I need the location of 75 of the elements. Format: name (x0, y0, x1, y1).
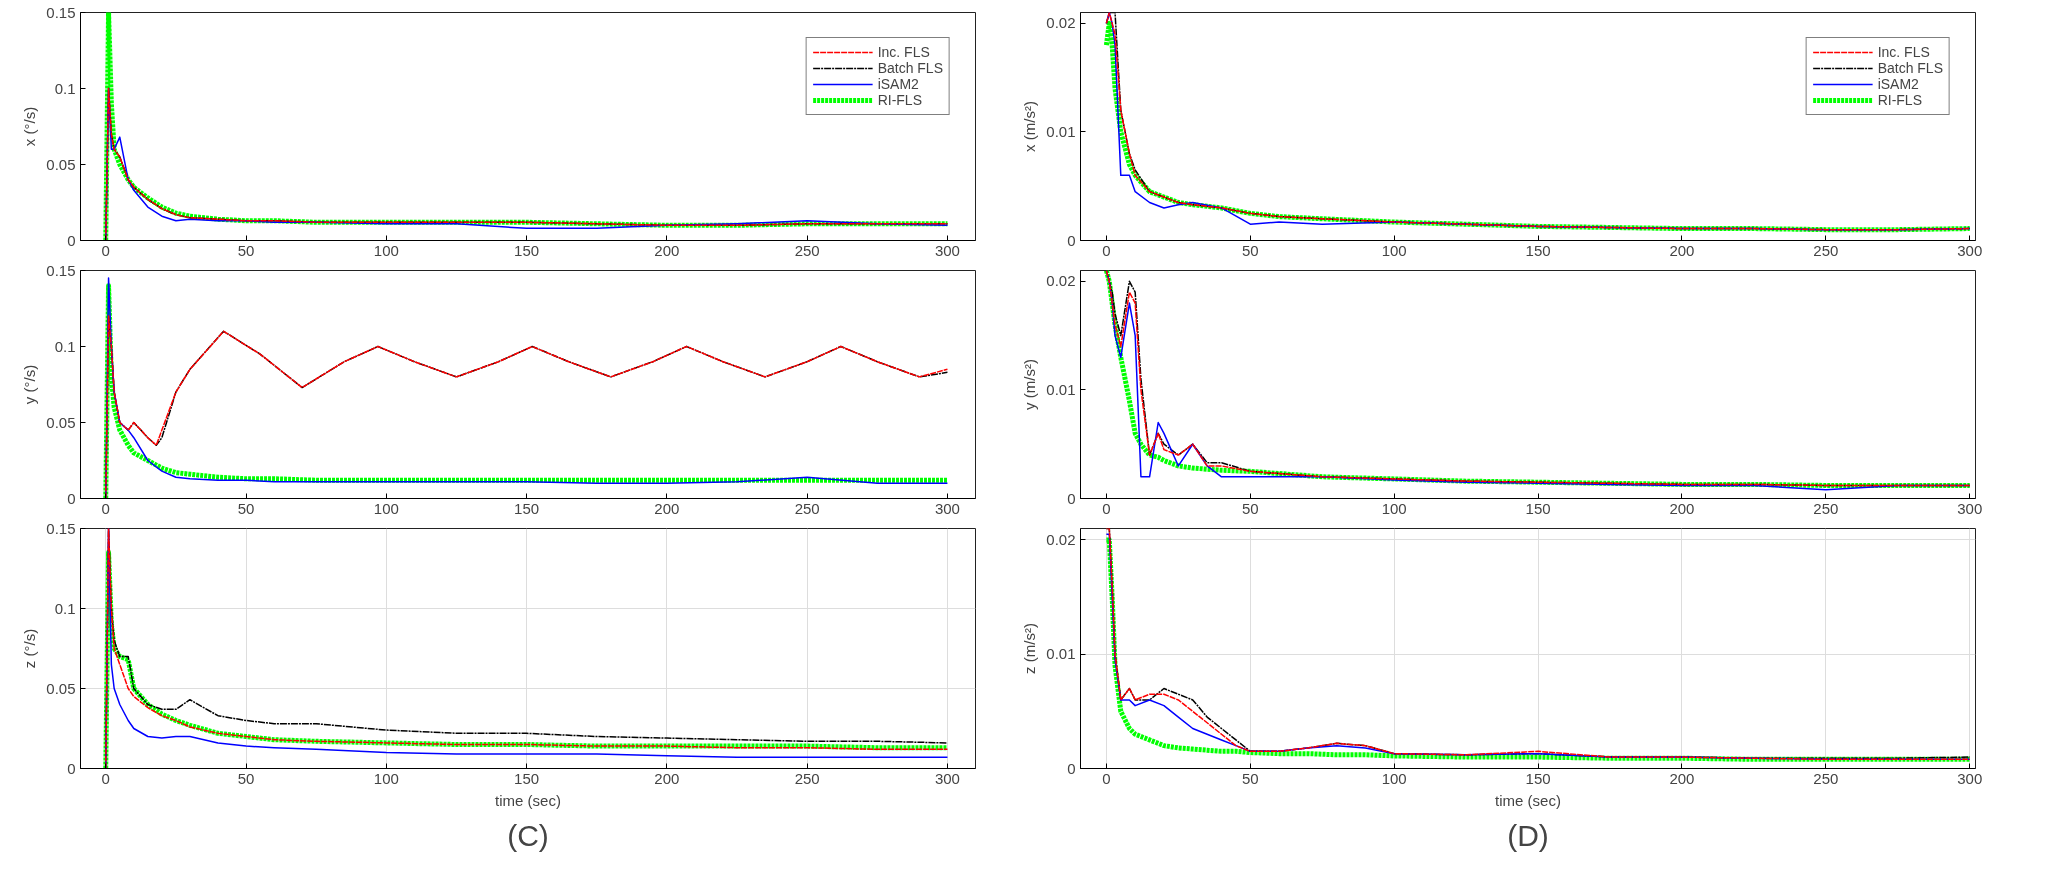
y-tick-label: 0.15 (46, 519, 76, 537)
legend-label: iSAM2 (1877, 76, 1919, 92)
y-tick-label: 0.02 (1046, 14, 1076, 32)
x-tick-label: 200 (654, 769, 680, 787)
x-tick-label: 100 (1381, 499, 1407, 517)
y-tick-label: 0.1 (54, 599, 76, 617)
text: (C) (507, 818, 549, 852)
x-tick-label: 250 (1813, 499, 1839, 517)
legend-label: Batch FLS (877, 60, 943, 76)
x-tick-label: 100 (373, 499, 399, 517)
x-tick-label: 250 (794, 499, 820, 517)
y-axis-title: z (m/s²) (1021, 623, 1039, 674)
y-tick-label: 0.05 (46, 155, 76, 173)
legend-label: Inc. FLS (1877, 44, 1930, 60)
x-tick-label: 0 (101, 769, 110, 787)
x-tick-label: 150 (1525, 241, 1551, 259)
text: (D) (1507, 818, 1549, 852)
y-axis-title: z (°/s) (21, 628, 39, 669)
x-tick-label: 50 (237, 499, 255, 517)
x-tick-label: 250 (794, 769, 820, 787)
x-tick-label: 50 (1241, 769, 1259, 787)
x-tick-label: 150 (1525, 769, 1551, 787)
x-axis-title: time (sec) (495, 791, 561, 809)
x-tick-label: 300 (934, 241, 960, 259)
x-tick-label: 200 (1669, 769, 1695, 787)
x-tick-label: 150 (514, 769, 540, 787)
x-axis-title: time (sec) (1495, 791, 1561, 809)
x-tick-label: 200 (1669, 499, 1695, 517)
x-tick-label: 0 (101, 499, 110, 517)
y-tick-label: 0.1 (54, 79, 76, 97)
y-tick-label: 0.01 (1046, 380, 1076, 398)
y-axis-title: x (m/s²) (1021, 101, 1039, 152)
x-tick-label: 200 (654, 499, 680, 517)
x-tick-label: 0 (1102, 769, 1111, 787)
x-tick-label: 200 (654, 241, 680, 259)
x-tick-label: 150 (1525, 499, 1551, 517)
x-tick-label: 200 (1669, 241, 1695, 259)
x-tick-label: 300 (1957, 241, 1983, 259)
legend-label: iSAM2 (877, 76, 919, 92)
y-tick-label: 0.02 (1046, 530, 1076, 548)
x-tick-label: 50 (1241, 499, 1259, 517)
x-tick-label: 300 (934, 499, 960, 517)
x-tick-label: 0 (1102, 241, 1111, 259)
y-tick-label: 0.01 (1046, 645, 1076, 663)
x-tick-label: 300 (1957, 769, 1983, 787)
y-tick-label: 0.15 (46, 261, 76, 279)
x-tick-label: 50 (237, 769, 255, 787)
x-tick-label: 0 (1102, 499, 1111, 517)
y-axis-title: y (m/s²) (1021, 359, 1039, 410)
x-tick-label: 100 (373, 241, 399, 259)
y-tick-label: 0.02 (1046, 272, 1076, 290)
x-tick-label: 150 (514, 241, 540, 259)
x-tick-label: 250 (1813, 769, 1839, 787)
x-tick-label: 250 (794, 241, 820, 259)
x-tick-label: 0 (101, 241, 110, 259)
x-tick-label: 50 (1241, 241, 1259, 259)
legend-label: RI-FLS (877, 92, 922, 108)
x-tick-label: 250 (1813, 241, 1839, 259)
y-tick-label: 0.01 (1046, 122, 1076, 140)
x-tick-label: 100 (1381, 241, 1407, 259)
legend-label: RI-FLS (1877, 92, 1922, 108)
x-tick-label: 300 (1957, 499, 1983, 517)
y-tick-label: 0.05 (46, 679, 76, 697)
y-axis-title: y (°/s) (21, 364, 39, 405)
legend-label: Inc. FLS (877, 44, 930, 60)
x-tick-label: 300 (934, 769, 960, 787)
x-tick-label: 150 (514, 499, 540, 517)
x-tick-label: 50 (237, 241, 255, 259)
y-axis-title: x (°/s) (21, 106, 39, 147)
y-tick-label: 0.15 (46, 3, 76, 21)
x-tick-label: 100 (373, 769, 399, 787)
legend-label: Batch FLS (1877, 60, 1943, 76)
x-tick-label: 100 (1381, 769, 1407, 787)
y-tick-label: 0.1 (54, 337, 76, 355)
y-tick-label: 0.05 (46, 413, 76, 431)
